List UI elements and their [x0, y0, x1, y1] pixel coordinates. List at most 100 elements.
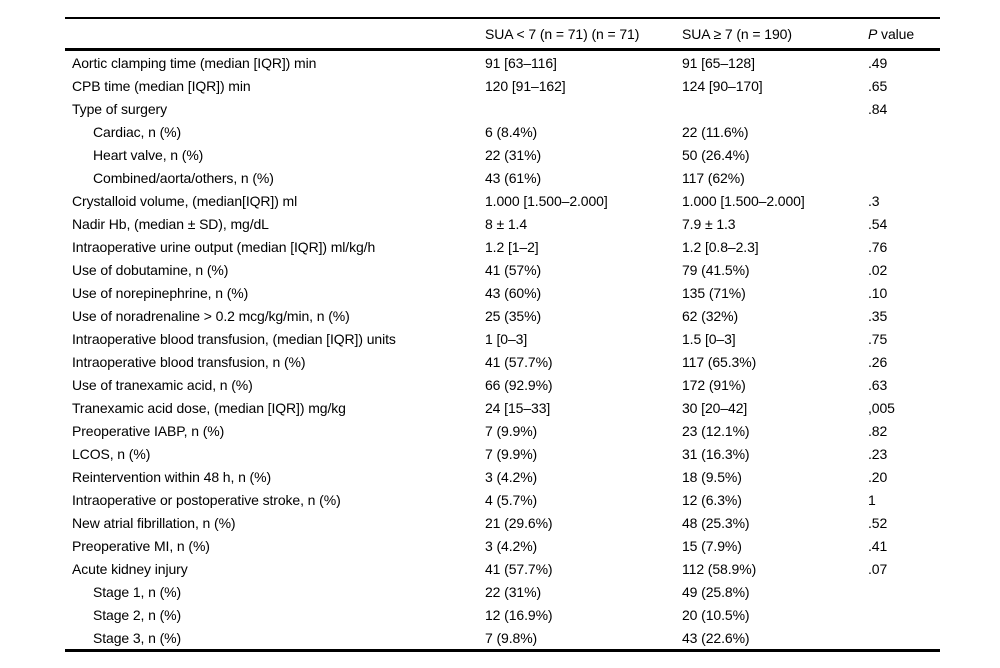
row-label: Cardiac, n (%) — [93, 123, 182, 140]
row-label: Preoperative MI, n (%) — [72, 537, 210, 554]
row-value: 117 (62%) — [682, 169, 745, 186]
p-value-italic-p: P — [868, 25, 878, 42]
row-label: Intraoperative urine output (median [IQR… — [72, 238, 376, 255]
table-row: CPB time (median [IQR]) min 120 [91–162] 1… — [65, 74, 940, 97]
row-value: 1 [0–3] — [485, 330, 528, 347]
row-label: Tranexamic acid dose, (median [IQR]) mg/… — [72, 399, 346, 416]
row-label: Preoperative IABP, n (%) — [72, 422, 225, 439]
row-label: Aortic clamping time (median [IQR]) min — [72, 54, 317, 71]
table-row: Use of norepinephrine, n (%) 43 (60%) 135 … — [65, 281, 940, 304]
row-label: Use of dobutamine, n (%) — [72, 261, 229, 278]
row-value: 7.9 ± 1.3 — [682, 215, 736, 232]
row-value: 43 (60%) — [485, 284, 542, 301]
row-value: .76 — [868, 238, 888, 255]
row-value: 20 (10.5%) — [682, 606, 750, 623]
table-row: Intraoperative urine output (median [IQR… — [65, 235, 940, 258]
row-value: 135 (71%) — [682, 284, 746, 301]
row-label: Intraoperative or postoperative stroke, … — [72, 491, 341, 508]
table-row: Preoperative IABP, n (%) 7 (9.9%) 23 (12.1… — [65, 419, 940, 442]
row-value: 124 [90–170] — [682, 77, 763, 94]
table-row: Heart valve, n (%) 22 (31%) 50 (26.4%) — [65, 143, 940, 166]
row-value: 43 (61%) — [485, 169, 542, 186]
row-value: 1 — [868, 491, 876, 508]
row-value: 22 (31%) — [485, 583, 542, 600]
row-value: 25 (35%) — [485, 307, 542, 324]
table-row: Preoperative MI, n (%) 3 (4.2%) 15 (7.9%).… — [65, 534, 940, 557]
row-value: 79 (41.5%) — [682, 261, 750, 278]
row-value: 31 (16.3%) — [682, 445, 750, 462]
row-value: 23 (12.1%) — [682, 422, 750, 439]
row-value: 112 (58.9%) — [682, 560, 757, 577]
row-value: .65 — [868, 77, 888, 94]
row-value: 3 (4.2%) — [485, 468, 538, 485]
row-label: Heart valve, n (%) — [93, 146, 204, 163]
table-header-row: SUA < 7 (n = 71) (n = 71) SUA ≥ 7 (n = 1… — [65, 19, 940, 51]
row-value: 30 [20–42] — [682, 399, 748, 416]
row-value: 22 (11.6%) — [682, 123, 749, 140]
table-row: Cardiac, n (%) 6 (8.4%) 22 (11.6%) — [65, 120, 940, 143]
table-row: Combined/aorta/others, n (%) 43 (61%) 117 … — [65, 166, 940, 189]
row-value: .20 — [868, 468, 888, 485]
row-label: Acute kidney injury — [72, 560, 188, 577]
row-value: 3 (4.2%) — [485, 537, 538, 554]
table-row: Intraoperative blood transfusion, (media… — [65, 327, 940, 350]
row-label: Nadir Hb, (median ± SD), mg/dL — [72, 215, 269, 232]
row-value: 1.000 [1.500–2.000] — [682, 192, 805, 209]
row-value: .35 — [868, 307, 888, 324]
row-value: 66 (92.9%) — [485, 376, 553, 393]
row-value: 1.5 [0–3] — [682, 330, 736, 347]
row-value: .54 — [868, 215, 888, 232]
row-value: 24 [15–33] — [485, 399, 551, 416]
row-label: Use of norepinephrine, n (%) — [72, 284, 249, 301]
p-value-rest: value — [877, 25, 915, 42]
table-row: Nadir Hb, (median ± SD), mg/dL 8 ± 1.4 7.9… — [65, 212, 940, 235]
table-row: Intraoperative blood transfusion, n (%) 4… — [65, 350, 940, 373]
row-label: Type of surgery — [72, 100, 167, 117]
row-value: .63 — [868, 376, 888, 393]
table-row: Use of tranexamic acid, n (%) 66 (92.9%) 1… — [65, 373, 940, 396]
row-label: Intraoperative blood transfusion, (media… — [72, 330, 396, 347]
row-label: Stage 2, n (%) — [93, 606, 182, 623]
table-row: Reintervention within 48 h, n (%) 3 (4.2%… — [65, 465, 940, 488]
row-value: .3 — [868, 192, 880, 209]
row-label: Stage 1, n (%) — [93, 583, 182, 600]
row-value: .26 — [868, 353, 888, 370]
column-header-sua-ge7: SUA ≥ 7 (n = 190) — [682, 25, 792, 42]
row-value: 48 (25.3%) — [682, 514, 750, 531]
table-row: Stage 3, n (%) 7 (9.8%) 43 (22.6%) — [65, 626, 940, 649]
row-value: ,005 — [868, 399, 895, 416]
column-header-p-value: P value — [868, 26, 940, 42]
row-label: Crystalloid volume, (median[IQR]) ml — [72, 192, 298, 209]
row-value: 1.2 [0.8–2.3] — [682, 238, 759, 255]
row-value: .02 — [868, 261, 888, 278]
table-row: New atrial fibrillation, n (%) 21 (29.6%)… — [65, 511, 940, 534]
table-row: Tranexamic acid dose, (median [IQR]) mg/… — [65, 396, 940, 419]
table-row: LCOS, n (%) 7 (9.9%) 31 (16.3%) .23 — [65, 442, 940, 465]
row-value: 91 [65–128] — [682, 54, 755, 71]
row-value: 15 (7.9%) — [682, 537, 742, 554]
row-value: 43 (22.6%) — [682, 629, 750, 646]
row-value: 62 (32%) — [682, 307, 739, 324]
row-value: 41 (57.7%) — [485, 353, 553, 370]
row-value: .07 — [868, 560, 888, 577]
row-value: .41 — [868, 537, 888, 554]
row-label: New atrial fibrillation, n (%) — [72, 514, 236, 531]
row-value: .52 — [868, 514, 888, 531]
row-value: 12 (6.3%) — [682, 491, 742, 508]
row-value: .75 — [868, 330, 888, 347]
row-value: 120 [91–162] — [485, 77, 566, 94]
row-value: 49 (25.8%) — [682, 583, 750, 600]
row-value: 172 (91%) — [682, 376, 746, 393]
row-value: 12 (16.9%) — [485, 606, 553, 623]
row-label: LCOS, n (%) — [72, 445, 151, 462]
row-value: 1.000 [1.500–2.000] — [485, 192, 608, 209]
row-value: .10 — [868, 284, 888, 301]
row-label: Use of tranexamic acid, n (%) — [72, 376, 253, 393]
row-value: 50 (26.4%) — [682, 146, 750, 163]
row-value: 4 (5.7%) — [485, 491, 538, 508]
row-value: 1.2 [1–2] — [485, 238, 539, 255]
table-row: Type of surgery .84 — [65, 97, 940, 120]
row-label: Use of noradrenaline > 0.2 mcg/kg/min, n… — [72, 307, 350, 324]
row-value: 117 (65.3%) — [682, 353, 757, 370]
